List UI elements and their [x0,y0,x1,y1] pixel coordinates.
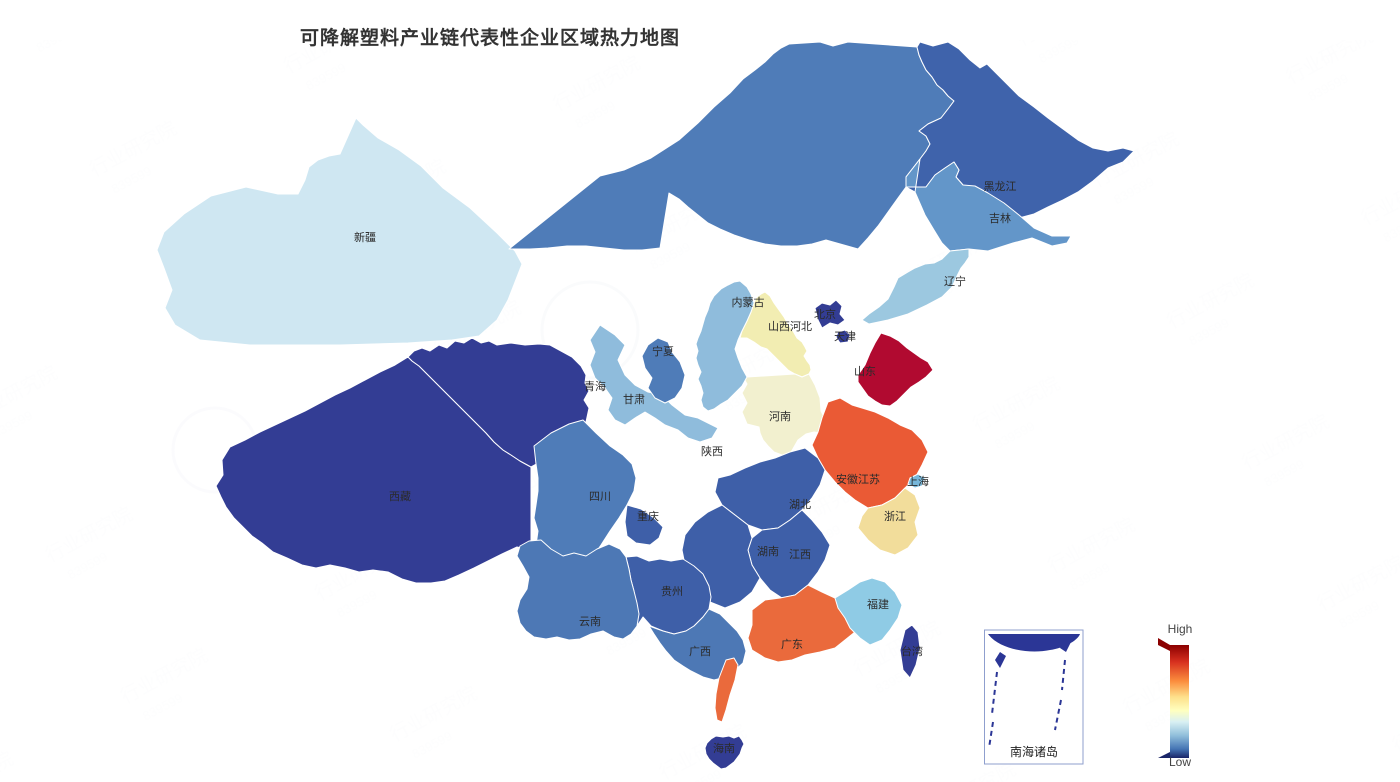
svg-text:福建: 福建 [867,597,889,611]
svg-text:High: High [1168,622,1193,636]
svg-text:河南: 河南 [769,410,791,423]
svg-text:海南: 海南 [713,741,735,755]
svg-text:山东: 山东 [854,365,876,378]
svg-text:陕西: 陕西 [701,444,723,458]
svg-text:上海: 上海 [907,474,929,488]
svg-text:青海: 青海 [584,379,606,393]
svg-text:新疆: 新疆 [354,230,376,244]
svg-text:内蒙古: 内蒙古 [732,295,765,309]
svg-text:湖北: 湖北 [789,498,811,511]
svg-text:黑龙江: 黑龙江 [984,180,1017,193]
svg-text:重庆: 重庆 [637,509,659,523]
svg-text:广东: 广东 [781,638,803,651]
svg-text:吉林: 吉林 [989,211,1011,225]
svg-text:辽宁: 辽宁 [944,274,966,288]
svg-text:甘肃: 甘肃 [623,393,645,406]
svg-text:湖南: 湖南 [757,545,779,558]
svg-text:山西河北: 山西河北 [768,320,812,333]
svg-text:云南: 云南 [579,615,601,628]
svg-text:Low: Low [1169,755,1191,769]
svg-text:江西: 江西 [789,548,811,561]
svg-text:宁夏: 宁夏 [652,344,674,358]
svg-text:西藏: 西藏 [389,490,411,503]
svg-text:广西: 广西 [689,645,711,658]
svg-text:安徽江苏: 安徽江苏 [836,472,880,486]
svg-text:四川: 四川 [589,491,611,503]
svg-text:南海诸岛: 南海诸岛 [1010,744,1058,759]
svg-text:天津: 天津 [834,330,856,343]
svg-text:北京: 北京 [814,307,836,321]
svg-text:台湾: 台湾 [901,644,923,658]
svg-text:浙江: 浙江 [884,510,906,523]
svg-text:贵州: 贵州 [661,585,683,598]
